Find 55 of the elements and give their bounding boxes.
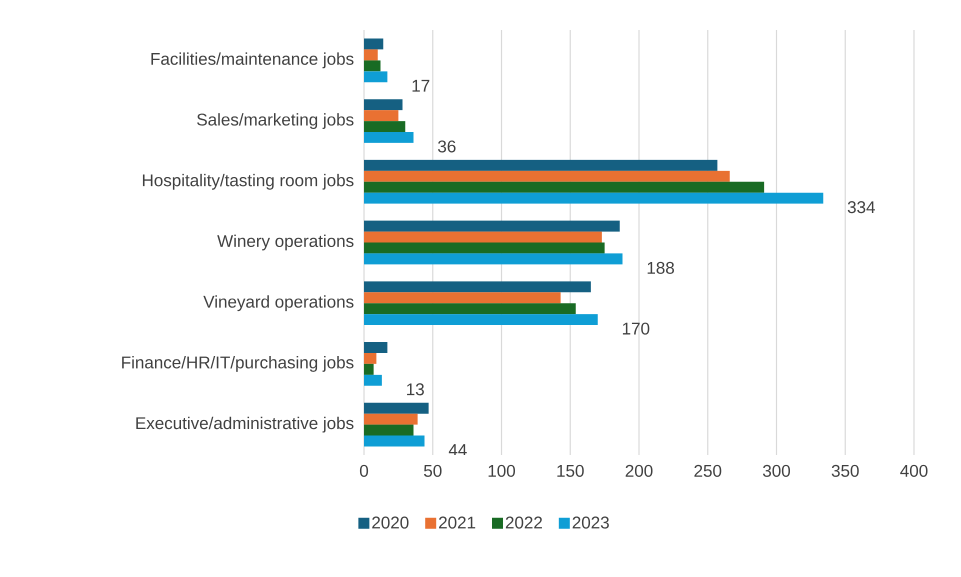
- bar: [364, 160, 718, 171]
- legend-label: 2023: [572, 516, 609, 529]
- bar: [364, 303, 576, 314]
- bar: [364, 192, 824, 204]
- y-tick-label: Facilities/maintenance jobs: [151, 52, 354, 68]
- data-label: 188: [648, 262, 674, 274]
- data-label: 170: [622, 322, 650, 335]
- y-tick-label: Executive/administrative jobs: [136, 416, 354, 433]
- legend-label: 2021: [439, 516, 476, 529]
- bar: [364, 121, 406, 132]
- bar: [364, 182, 764, 193]
- data-label: 44: [448, 444, 467, 456]
- x-tick-label: 50: [424, 464, 442, 477]
- y-tick-label: Finance/HR/IT/purchasing jobs: [122, 356, 354, 372]
- bar: [364, 110, 398, 122]
- bar: [364, 132, 414, 143]
- bar: [364, 436, 425, 446]
- bar: [364, 292, 561, 304]
- y-tick-label: Sales/marketing jobs: [197, 113, 354, 129]
- x-tick-label: 100: [488, 464, 516, 477]
- bar: [364, 352, 376, 364]
- bar: [364, 402, 429, 414]
- x-tick-label: 350: [832, 464, 859, 477]
- bar: [364, 220, 620, 232]
- y-tick-label: Hospitality/tasting room jobs: [142, 174, 354, 190]
- y-tick-label: Vineyard operations: [203, 295, 354, 312]
- bar: [364, 414, 418, 425]
- bar: [364, 60, 381, 72]
- y-tick-label: Winery operations: [217, 234, 354, 250]
- bar: [364, 170, 730, 182]
- x-tick-label: 250: [694, 464, 722, 477]
- x-tick-label: 0: [360, 464, 368, 477]
- x-tick-label: 300: [762, 464, 790, 477]
- data-label: 334: [848, 201, 875, 214]
- bar: [364, 232, 602, 242]
- bar: [364, 99, 403, 110]
- bar: [364, 242, 605, 254]
- x-tick-label: 400: [900, 464, 928, 477]
- data-label: 36: [438, 140, 456, 152]
- data-label: 17: [412, 80, 430, 92]
- data-label: 13: [407, 383, 424, 396]
- bar: [364, 342, 388, 353]
- legend-label: 2020: [372, 516, 409, 529]
- bar: [364, 71, 388, 82]
- x-tick-label: 150: [557, 464, 584, 477]
- legend-label: 2022: [506, 516, 542, 529]
- bar: [364, 374, 382, 386]
- bar: [364, 253, 622, 264]
- bar: [364, 49, 378, 60]
- bar: [364, 281, 591, 292]
- bar: [364, 424, 414, 436]
- bar: [364, 364, 374, 375]
- x-tick-label: 200: [626, 464, 653, 477]
- bar: [364, 314, 598, 326]
- bar: [364, 38, 384, 50]
